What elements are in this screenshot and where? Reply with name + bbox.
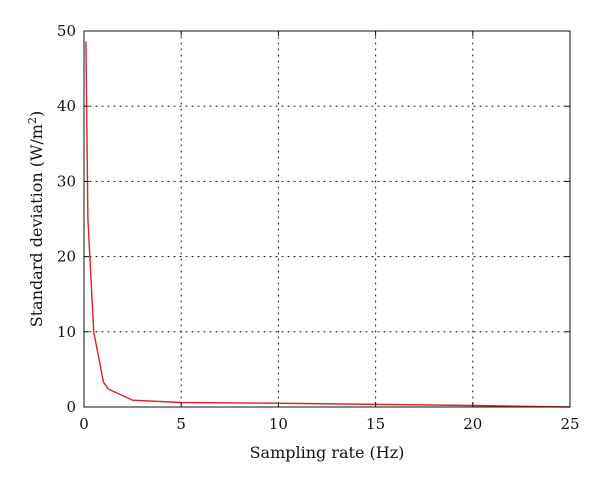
y-tick-label: 20 <box>57 248 76 266</box>
y-tick-label: 40 <box>57 97 76 115</box>
grid <box>83 30 571 408</box>
x-tick-label: 20 <box>463 415 482 433</box>
y-axis-title: Standard deviation (W/m2) <box>26 111 46 327</box>
x-tick-label: 10 <box>269 415 288 433</box>
series-layer <box>85 41 571 408</box>
x-tick-label: 0 <box>79 415 89 433</box>
y-axis-title-suffix: ) <box>27 111 46 117</box>
ticks: 0 5 10 15 20 25 0 10 20 30 40 50 <box>57 22 580 433</box>
series-line <box>85 41 571 408</box>
x-tick-label: 15 <box>366 415 385 433</box>
y-tick-label: 10 <box>57 323 76 341</box>
y-axis-title-main: Standard deviation (W/m <box>27 124 46 327</box>
x-tick-label: 25 <box>560 415 579 433</box>
y-tick-label: 50 <box>57 22 76 40</box>
plot-frame <box>83 30 571 408</box>
x-axis-title: Sampling rate (Hz) <box>250 443 405 462</box>
y-tick-label: 30 <box>57 172 76 190</box>
y-tick-label: 0 <box>66 398 76 416</box>
y-axis-title-superscript: 2 <box>26 117 39 124</box>
x-tick-label: 5 <box>176 415 186 433</box>
